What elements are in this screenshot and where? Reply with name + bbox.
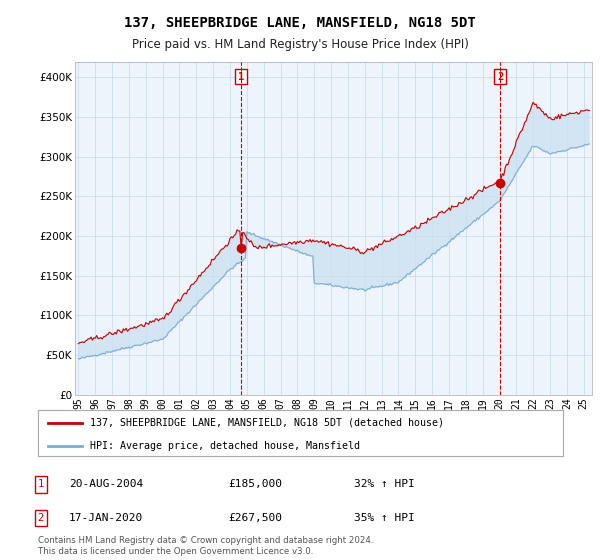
- Text: 17-JAN-2020: 17-JAN-2020: [69, 513, 143, 523]
- Text: 137, SHEEPBRIDGE LANE, MANSFIELD, NG18 5DT (detached house): 137, SHEEPBRIDGE LANE, MANSFIELD, NG18 5…: [90, 418, 444, 428]
- Text: £185,000: £185,000: [228, 479, 282, 489]
- Text: 1: 1: [238, 72, 244, 82]
- Text: £267,500: £267,500: [228, 513, 282, 523]
- Text: 2: 2: [38, 513, 44, 523]
- Text: 20-AUG-2004: 20-AUG-2004: [69, 479, 143, 489]
- Text: 2: 2: [497, 72, 503, 82]
- Text: Contains HM Land Registry data © Crown copyright and database right 2024.
This d: Contains HM Land Registry data © Crown c…: [38, 536, 373, 556]
- Text: 1: 1: [38, 479, 44, 489]
- Text: Price paid vs. HM Land Registry's House Price Index (HPI): Price paid vs. HM Land Registry's House …: [131, 38, 469, 51]
- Text: 32% ↑ HPI: 32% ↑ HPI: [354, 479, 415, 489]
- Text: 137, SHEEPBRIDGE LANE, MANSFIELD, NG18 5DT: 137, SHEEPBRIDGE LANE, MANSFIELD, NG18 5…: [124, 16, 476, 30]
- Text: 35% ↑ HPI: 35% ↑ HPI: [354, 513, 415, 523]
- Text: HPI: Average price, detached house, Mansfield: HPI: Average price, detached house, Mans…: [90, 441, 360, 451]
